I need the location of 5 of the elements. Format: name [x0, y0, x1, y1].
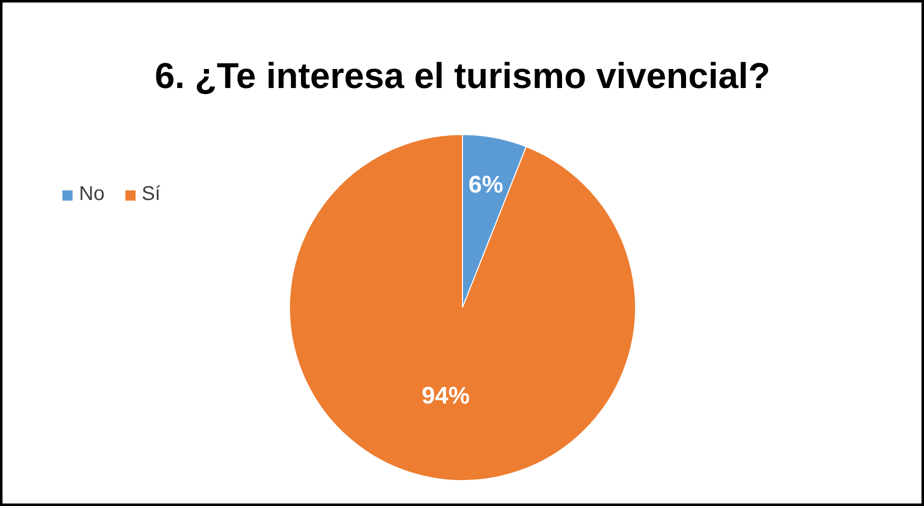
data-label: 6%	[468, 172, 504, 199]
legend-label: No	[79, 183, 105, 206]
data-label: 94%	[422, 382, 470, 410]
chart-title: 6. ¿Te interesa el turismo vivencial?	[154, 55, 770, 96]
legend-label: Sí	[142, 183, 162, 206]
